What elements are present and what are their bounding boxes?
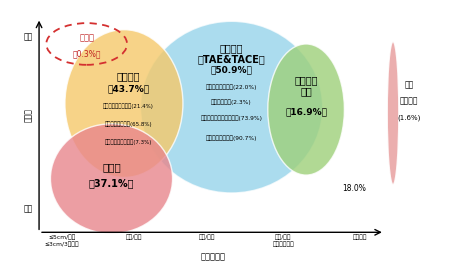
Ellipse shape	[50, 124, 173, 233]
Text: ≤5cm/単発
≤3cm/3個以内: ≤5cm/単発 ≤3cm/3個以内	[45, 235, 79, 247]
Text: 塞栓療法
（TAE&TACE）: 塞栓療法 （TAE&TACE）	[198, 43, 266, 64]
Text: がん進行度: がん進行度	[200, 253, 225, 262]
Text: マイクロ波凝固療法(7.3%): マイクロ波凝固療法(7.3%)	[104, 139, 152, 144]
Text: 肝機能: 肝機能	[24, 109, 33, 122]
Text: 両葉/多発
問脈本幹侵襲: 両葉/多発 問脈本幹侵襲	[272, 235, 294, 247]
Text: 肝移植: 肝移植	[79, 33, 94, 42]
Text: 塞栓物質のみ(2.3%): 塞栓物質のみ(2.3%)	[211, 99, 252, 105]
Text: 良好: 良好	[24, 204, 33, 213]
Text: 遠隔転移: 遠隔転移	[353, 235, 367, 240]
Text: 片葉/多発: 片葉/多発	[198, 235, 215, 240]
Text: 抗がん剤併用あり(90.7%): 抗がん剤併用あり(90.7%)	[206, 135, 257, 141]
Text: 全身: 全身	[404, 80, 414, 89]
Ellipse shape	[268, 44, 344, 175]
Text: 局所療法: 局所療法	[116, 71, 140, 81]
Text: 化学療法: 化学療法	[400, 97, 418, 106]
Text: リビオドール＋塞栓物質(73.9%): リビオドール＋塞栓物質(73.9%)	[201, 115, 262, 121]
Text: 不良: 不良	[24, 32, 33, 41]
Ellipse shape	[140, 21, 323, 193]
Text: エタノール注入療法(21.4%): エタノール注入療法(21.4%)	[103, 103, 153, 109]
Text: （50.9%）: （50.9%）	[211, 66, 252, 75]
Text: 片葉/限局: 片葉/限局	[126, 235, 143, 240]
Text: リビオドールのみ(22.0%): リビオドールのみ(22.0%)	[206, 84, 257, 90]
Text: ラジオ波焼灼療法(65.8%): ラジオ波焼灼療法(65.8%)	[104, 121, 152, 127]
Text: （37.1%）: （37.1%）	[89, 178, 134, 189]
Text: 18.0%: 18.0%	[342, 184, 366, 193]
Ellipse shape	[387, 42, 399, 185]
Text: 肝切除: 肝切除	[102, 162, 121, 172]
Text: （16.9%）: （16.9%）	[285, 107, 327, 116]
Ellipse shape	[65, 30, 183, 178]
Text: （0.3%）: （0.3%）	[72, 49, 101, 58]
Text: (1.6%): (1.6%)	[397, 115, 420, 121]
Text: （43.7%）: （43.7%）	[107, 85, 149, 94]
Text: 動注化学
療法: 動注化学 療法	[294, 75, 318, 96]
